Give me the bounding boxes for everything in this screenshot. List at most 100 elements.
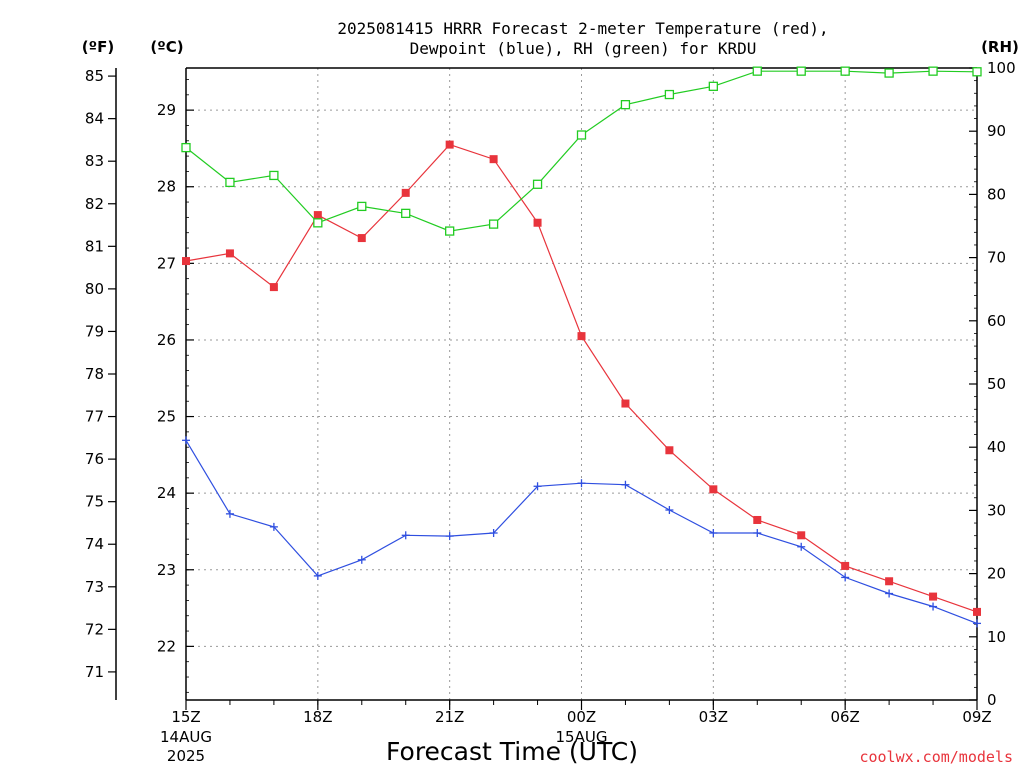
celsius-tick-label: 27	[157, 254, 176, 272]
fahrenheit-tick-label: 85	[85, 67, 104, 85]
temperature-point	[841, 561, 850, 570]
dewpoint-point	[973, 619, 981, 628]
rh-tick-label: 30	[987, 501, 1006, 519]
fahrenheit-tick-label: 74	[85, 535, 104, 553]
rh-point	[445, 226, 455, 236]
x-axis-title: Forecast Time (UTC)	[386, 737, 638, 766]
rh-point	[181, 142, 191, 153]
x-tick-label: 15Z	[171, 708, 200, 726]
rh-point	[401, 208, 411, 219]
rh-tick-label: 40	[987, 438, 1006, 456]
rh-point	[884, 68, 894, 78]
fahrenheit-tick-label: 71	[85, 663, 104, 681]
dewpoint-point	[225, 509, 234, 518]
temperature-point	[753, 515, 762, 524]
celsius-tick-label: 28	[157, 178, 176, 196]
rh-tick-label: 70	[987, 249, 1006, 267]
series-lines	[181, 66, 982, 628]
temperature-point	[709, 485, 718, 494]
x-tick-label: 09Z	[962, 708, 991, 726]
celsius-tick-label: 24	[157, 484, 176, 502]
temperature-point	[577, 332, 586, 341]
temperature-series-line	[185, 143, 978, 613]
celsius-tick-label: 23	[157, 561, 176, 579]
rh-point	[532, 179, 543, 189]
temperature-point	[621, 399, 630, 408]
temperature-point	[489, 155, 498, 164]
temperature-point	[929, 592, 938, 601]
rh-point	[928, 66, 938, 76]
chart-title-line1: 2025081415 HRRR Forecast 2-meter Tempera…	[337, 19, 828, 38]
fahrenheit-tick-label: 77	[85, 408, 104, 426]
dewpoint-point	[709, 528, 718, 537]
fahrenheit-tick-label: 72	[85, 620, 104, 638]
rh-point	[576, 130, 587, 140]
fahrenheit-tick-label: 79	[85, 322, 104, 340]
fahrenheit-unit-label: (ºF)	[82, 38, 114, 56]
rh-point	[269, 170, 279, 181]
rh-tick-label: 50	[987, 375, 1006, 393]
rh-point	[796, 66, 806, 76]
fahrenheit-tick-label: 73	[85, 578, 104, 596]
x-tick-date-label: 15AUG	[556, 728, 608, 746]
celsius-tick-label: 26	[157, 331, 176, 349]
temperature-point	[665, 446, 674, 455]
celsius-unit-label: (ºC)	[150, 38, 183, 56]
chart-title-line2: Dewpoint (blue), RH (green) for KRDU	[410, 39, 757, 58]
dewpoint-point	[929, 602, 938, 611]
rh-point	[620, 100, 631, 110]
fahrenheit-tick-label: 75	[85, 493, 104, 511]
rh-tick-label: 90	[987, 122, 1006, 140]
temperature-point	[401, 188, 410, 197]
rh-tick-label: 10	[987, 628, 1006, 646]
rh-tick-label: 20	[987, 565, 1006, 583]
x-tick-label: 21Z	[435, 708, 464, 726]
celsius-tick-label: 22	[157, 637, 176, 655]
x-tick-label: 00Z	[567, 708, 596, 726]
rh-point	[752, 66, 762, 76]
dewpoint-point	[401, 531, 410, 540]
temperature-point	[533, 218, 542, 227]
rh-tick-label: 60	[987, 312, 1006, 330]
dewpoint-point	[577, 479, 586, 488]
dewpoint-point	[753, 528, 762, 537]
temperature-point	[269, 283, 278, 292]
x-tick-label: 03Z	[699, 708, 728, 726]
x-tick-label: 06Z	[830, 708, 859, 726]
temperature-point	[225, 249, 234, 258]
rh-point	[225, 177, 235, 188]
temperature-point	[182, 257, 190, 266]
rh-point	[708, 81, 718, 91]
dewpoint-point	[665, 506, 674, 515]
fahrenheit-tick-label: 76	[85, 450, 104, 468]
celsius-tick-label: 29	[157, 101, 176, 119]
dewpoint-point	[797, 542, 806, 551]
temperature-point	[357, 234, 366, 243]
dewpoint-point	[489, 528, 498, 537]
dewpoint-point	[269, 522, 278, 531]
fahrenheit-tick-label: 83	[85, 152, 104, 170]
credit-text: coolwx.com/models	[859, 748, 1013, 766]
temperature-point	[973, 607, 981, 616]
dewpoint-point	[841, 573, 850, 582]
rh-tick-label: 80	[987, 185, 1006, 203]
rh-point	[313, 218, 323, 228]
rh-point	[664, 89, 675, 100]
temperature-point	[885, 577, 894, 586]
dewpoint-point	[885, 589, 894, 598]
dewpoint-point	[182, 436, 190, 445]
temperature-point	[313, 211, 322, 220]
rh-tick-label: 0	[987, 691, 997, 709]
fahrenheit-tick-label: 81	[85, 237, 104, 255]
rh-point	[357, 201, 367, 212]
rh-tick-label: 100	[987, 59, 1016, 77]
temperature-point	[797, 531, 806, 540]
temperature-point	[445, 140, 454, 149]
rh-point	[840, 66, 850, 76]
rh-point	[488, 219, 499, 229]
x-tick-year-label: 2025	[167, 747, 205, 765]
x-tick-date-label: 14AUG	[160, 728, 212, 746]
rh-point	[972, 67, 982, 77]
